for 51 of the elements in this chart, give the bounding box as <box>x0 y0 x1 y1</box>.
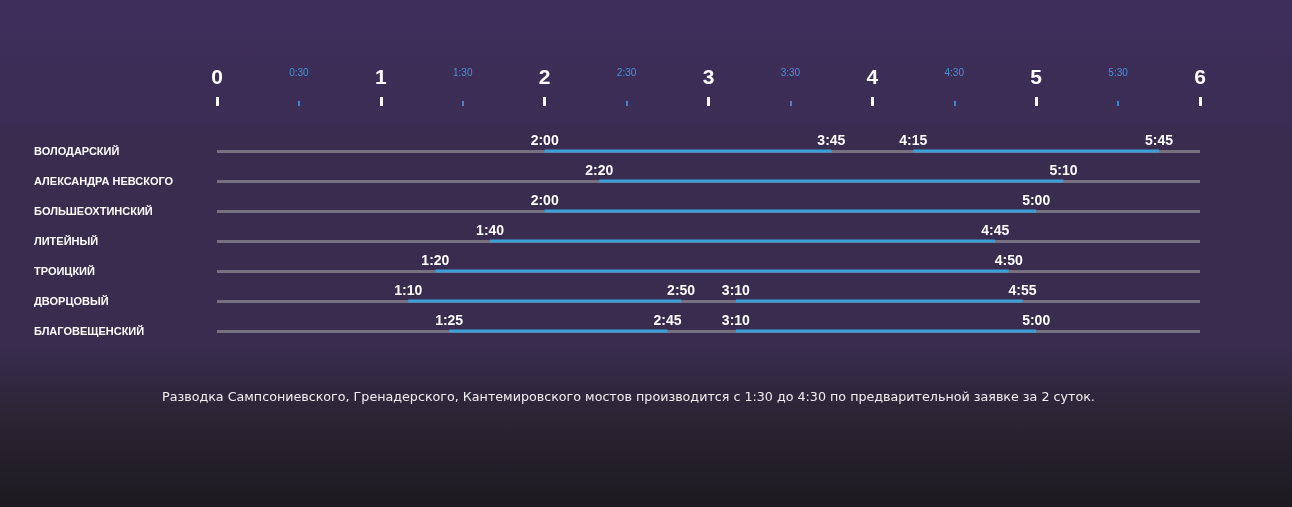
bar <box>599 179 1064 183</box>
bar <box>490 239 996 243</box>
annotation: 3:10 <box>721 312 751 328</box>
annotation: 2:00 <box>530 132 559 148</box>
bar <box>544 149 832 153</box>
bar <box>735 299 1023 303</box>
x2-tick-label: 0:30 <box>289 66 310 78</box>
annotation: 4:50 <box>994 252 1024 268</box>
annotation: 5:00 <box>1022 312 1051 328</box>
annotation: 2:20 <box>585 162 614 178</box>
bar <box>913 149 1160 153</box>
annotation: 5:10 <box>1049 162 1078 178</box>
y-tick-label: ТРОИЦКИЙ <box>34 265 96 277</box>
y-tick-label: ЛИТЕЙНЫЙ <box>34 235 99 247</box>
x2-tick-label: 5:30 <box>1108 66 1129 78</box>
x-tick-label: 5 <box>1030 65 1043 88</box>
x2-tick-label: 3:30 <box>780 66 801 78</box>
x-tick-label: 2 <box>538 65 551 88</box>
bar <box>449 329 668 333</box>
y-tick-label: ДВОРЦОВЫЙ <box>34 295 109 307</box>
text: Разводка Сампсониевского, Гренадерского, Кантемировского мостов производится с 1:30 до 4:30 по предварительной заявке за 2 суток. <box>162 389 1095 404</box>
annotation: 1:20 <box>421 252 450 268</box>
annotation: 3:10 <box>721 282 751 298</box>
x-tick-label: 4 <box>866 65 879 88</box>
annotation: 2:00 <box>530 192 559 208</box>
annotation: 4:45 <box>981 222 1010 238</box>
annotation: 2:50 <box>667 282 696 298</box>
y-tick-label: БОЛЬШЕОХТИНСКИЙ <box>34 205 153 217</box>
annotation: 1:40 <box>476 222 505 238</box>
annotation: 1:10 <box>394 282 423 298</box>
x-tick-label: 0 <box>211 65 223 88</box>
y-tick-label: БЛАГОВЕЩЕНСКИЙ <box>34 325 145 337</box>
x-tick-label: 1 <box>374 65 387 88</box>
annotation: 3:45 <box>817 132 846 148</box>
y-tick-label: ВОЛОДАРСКИЙ <box>34 145 120 157</box>
annotation: 4:55 <box>1008 282 1037 298</box>
annotation: 2:45 <box>653 312 682 328</box>
annotation: 5:45 <box>1145 132 1174 148</box>
annotation: 5:00 <box>1022 192 1051 208</box>
annotation: 4:15 <box>899 132 928 148</box>
x2-tick-label: 2:30 <box>616 66 637 78</box>
x2-tick-label: 1:30 <box>453 66 473 78</box>
bar <box>435 269 1009 273</box>
y-tick-label: АЛЕКСАНДРА НЕВСКОГО <box>34 175 174 187</box>
bar <box>544 209 1037 213</box>
x-tick-label: 6 <box>1194 65 1206 88</box>
bar <box>735 329 1037 333</box>
annotation: 1:25 <box>435 312 464 328</box>
x2-tick-label: 4:30 <box>944 66 965 78</box>
bar <box>408 299 682 303</box>
x-tick-label: 3 <box>702 65 715 88</box>
